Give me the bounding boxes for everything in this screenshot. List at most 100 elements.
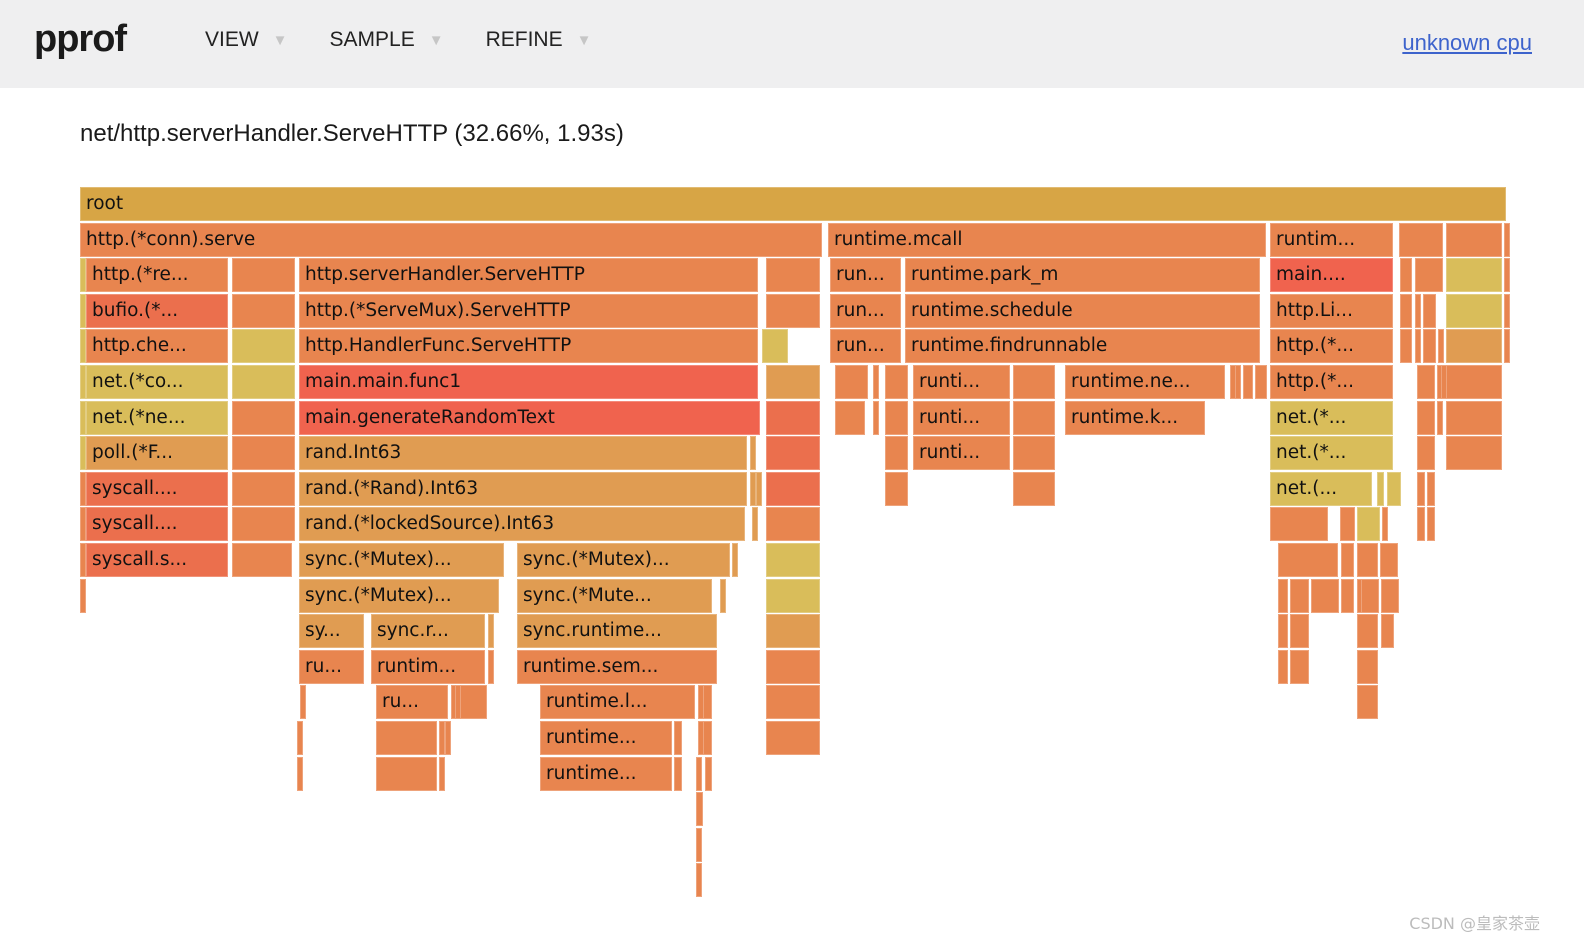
- flame-box[interactable]: sync.(*Mutex)...: [517, 543, 730, 577]
- flame-box[interactable]: runtime.schedule: [905, 294, 1260, 328]
- flame-box-unlabeled[interactable]: [232, 436, 295, 470]
- flame-box[interactable]: runtime.findrunnable: [905, 329, 1260, 363]
- flame-box[interactable]: http.(*...: [1270, 365, 1393, 399]
- flame-box-unlabeled[interactable]: [766, 258, 820, 292]
- flame-box-unlabeled[interactable]: [1013, 365, 1055, 399]
- flame-box[interactable]: runtime.sem...: [517, 650, 717, 684]
- flame-box[interactable]: runtim...: [371, 650, 485, 684]
- flame-box-unlabeled[interactable]: [1278, 650, 1288, 684]
- flame-box[interactable]: runtime.l...: [540, 685, 695, 719]
- flame-box-unlabeled[interactable]: [1400, 258, 1412, 292]
- flame-box-unlabeled[interactable]: [1427, 507, 1435, 541]
- flame-box-unlabeled[interactable]: [1235, 365, 1241, 399]
- flame-box-unlabeled[interactable]: [1427, 472, 1435, 506]
- flame-box-unlabeled[interactable]: [232, 507, 295, 541]
- flame-box-unlabeled[interactable]: [1446, 294, 1502, 328]
- flame-box[interactable]: runtime...: [540, 757, 672, 791]
- flame-box[interactable]: syscall....: [86, 472, 228, 506]
- flame-box[interactable]: sy...: [299, 614, 364, 648]
- flame-box-unlabeled[interactable]: [232, 294, 295, 328]
- flame-box-unlabeled[interactable]: [674, 721, 682, 755]
- flame-box-unlabeled[interactable]: [1278, 614, 1288, 648]
- flame-box-unlabeled[interactable]: [698, 685, 704, 719]
- flame-box-unlabeled[interactable]: [1230, 365, 1236, 399]
- flame-box[interactable]: sync.runtime...: [517, 614, 717, 648]
- flame-box-unlabeled[interactable]: [1013, 436, 1055, 470]
- flame-box-unlabeled[interactable]: [460, 685, 487, 719]
- flame-box-unlabeled[interactable]: [232, 543, 292, 577]
- flame-box-unlabeled[interactable]: [1290, 650, 1309, 684]
- flame-box-unlabeled[interactable]: [1290, 614, 1309, 648]
- flame-box[interactable]: poll.(*F...: [86, 436, 228, 470]
- flame-box[interactable]: net.(*...: [1270, 401, 1393, 435]
- flame-box-unlabeled[interactable]: [80, 329, 86, 363]
- flame-box-unlabeled[interactable]: [756, 472, 762, 506]
- flame-box-unlabeled[interactable]: [873, 365, 879, 399]
- flame-box-unlabeled[interactable]: [80, 507, 86, 541]
- flame-box-unlabeled[interactable]: [703, 721, 712, 755]
- flame-box[interactable]: sync.r...: [371, 614, 485, 648]
- flame-box[interactable]: main.main.func1: [299, 365, 758, 399]
- flame-box-unlabeled[interactable]: [439, 721, 445, 755]
- flame-box-unlabeled[interactable]: [376, 757, 437, 791]
- flame-box-unlabeled[interactable]: [1504, 294, 1510, 328]
- flame-box[interactable]: http.(*ServeMux).ServeHTTP: [299, 294, 758, 328]
- flame-box-unlabeled[interactable]: [1400, 329, 1412, 363]
- flame-box-unlabeled[interactable]: [1417, 472, 1425, 506]
- flame-box[interactable]: http.(*...: [1270, 329, 1393, 363]
- flame-box-unlabeled[interactable]: [766, 365, 820, 399]
- flame-box[interactable]: http.Li...: [1270, 294, 1393, 328]
- flame-box-unlabeled[interactable]: [1504, 329, 1510, 363]
- flame-box-unlabeled[interactable]: [297, 721, 303, 755]
- flame-box-unlabeled[interactable]: [1504, 223, 1510, 257]
- flame-box[interactable]: root: [80, 187, 1506, 221]
- flame-box-unlabeled[interactable]: [762, 329, 788, 363]
- flame-box-unlabeled[interactable]: [732, 543, 738, 577]
- flame-box-unlabeled[interactable]: [297, 757, 303, 791]
- flame-box-unlabeled[interactable]: [80, 579, 86, 613]
- flame-box-unlabeled[interactable]: [1361, 579, 1379, 613]
- flame-box-unlabeled[interactable]: [1380, 543, 1398, 577]
- flame-box-unlabeled[interactable]: [696, 828, 702, 862]
- flame-box-unlabeled[interactable]: [1438, 329, 1444, 363]
- flame-box-unlabeled[interactable]: [232, 329, 295, 363]
- flame-box[interactable]: runti...: [913, 365, 1010, 399]
- flame-box-unlabeled[interactable]: [1387, 472, 1401, 506]
- flame-box-unlabeled[interactable]: [1423, 294, 1436, 328]
- flame-box-unlabeled[interactable]: [696, 863, 702, 897]
- flame-box[interactable]: http.che...: [86, 329, 228, 363]
- flame-box-unlabeled[interactable]: [232, 401, 295, 435]
- flame-box[interactable]: net.(*...: [1270, 436, 1393, 470]
- flame-box-unlabeled[interactable]: [1278, 543, 1338, 577]
- flame-box-unlabeled[interactable]: [80, 543, 86, 577]
- menu-refine[interactable]: REFINE ▼: [486, 28, 592, 52]
- flame-box-unlabeled[interactable]: [766, 650, 820, 684]
- flame-box-unlabeled[interactable]: [1340, 507, 1355, 541]
- flame-box-unlabeled[interactable]: [1399, 223, 1443, 257]
- flame-box-unlabeled[interactable]: [766, 294, 820, 328]
- flame-box-unlabeled[interactable]: [1243, 365, 1253, 399]
- flame-box-unlabeled[interactable]: [766, 472, 820, 506]
- flame-box-unlabeled[interactable]: [1417, 365, 1435, 399]
- flame-box[interactable]: sync.(*Mutex)...: [299, 543, 504, 577]
- flame-box-unlabeled[interactable]: [835, 401, 865, 435]
- flame-box-unlabeled[interactable]: [1381, 614, 1394, 648]
- flame-box[interactable]: main.generateRandomText: [299, 401, 760, 435]
- flame-box[interactable]: rand.(*Rand).Int63: [299, 472, 747, 506]
- flame-box-unlabeled[interactable]: [1382, 507, 1388, 541]
- flame-box-unlabeled[interactable]: [1341, 543, 1354, 577]
- flame-box-unlabeled[interactable]: [1437, 401, 1443, 435]
- flame-box[interactable]: main....: [1270, 258, 1393, 292]
- flame-box[interactable]: runtim...: [1270, 223, 1393, 257]
- flame-box-unlabeled[interactable]: [1417, 436, 1435, 470]
- flame-box-unlabeled[interactable]: [1357, 685, 1378, 719]
- flame-box-unlabeled[interactable]: [705, 757, 712, 791]
- flame-box-unlabeled[interactable]: [885, 365, 908, 399]
- flame-box-unlabeled[interactable]: [488, 614, 494, 648]
- flame-box-unlabeled[interactable]: [1013, 472, 1055, 506]
- flame-box-unlabeled[interactable]: [1417, 401, 1435, 435]
- flame-box-unlabeled[interactable]: [873, 401, 879, 435]
- flame-box-unlabeled[interactable]: [766, 543, 820, 577]
- flame-box-unlabeled[interactable]: [1357, 579, 1363, 613]
- flame-box-unlabeled[interactable]: [1357, 650, 1378, 684]
